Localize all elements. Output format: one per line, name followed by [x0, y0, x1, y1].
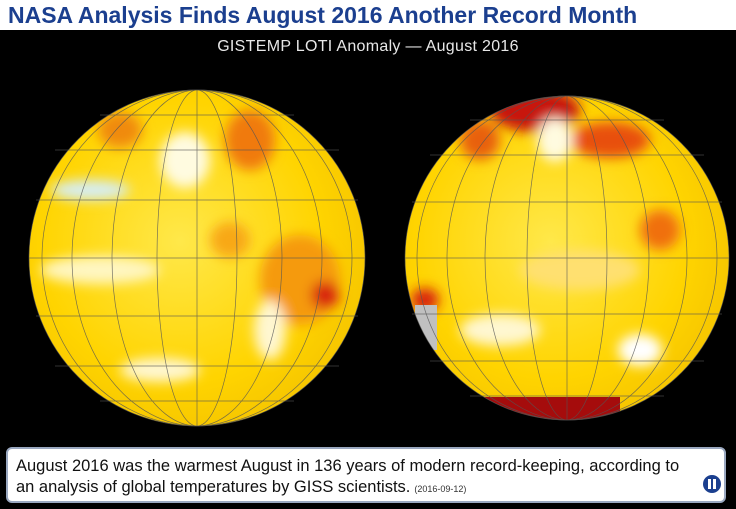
caption-box: August 2016 was the warmest August in 13…	[6, 447, 726, 503]
globe-map	[28, 89, 730, 427]
graticule	[28, 89, 730, 427]
pause-button[interactable]	[703, 475, 721, 493]
title-bar: NASA Analysis Finds August 2016 Another …	[0, 0, 736, 30]
image-panel: GISTEMP LOTI Anomaly — August 2016	[0, 30, 736, 509]
page-title: NASA Analysis Finds August 2016 Another …	[8, 2, 638, 28]
caption: August 2016 was the warmest August in 13…	[16, 456, 696, 500]
caption-date: (2016-09-12)	[414, 484, 467, 494]
caption-text: August 2016 was the warmest August in 13…	[16, 457, 680, 496]
image-subtitle: GISTEMP LOTI Anomaly — August 2016	[217, 38, 519, 55]
